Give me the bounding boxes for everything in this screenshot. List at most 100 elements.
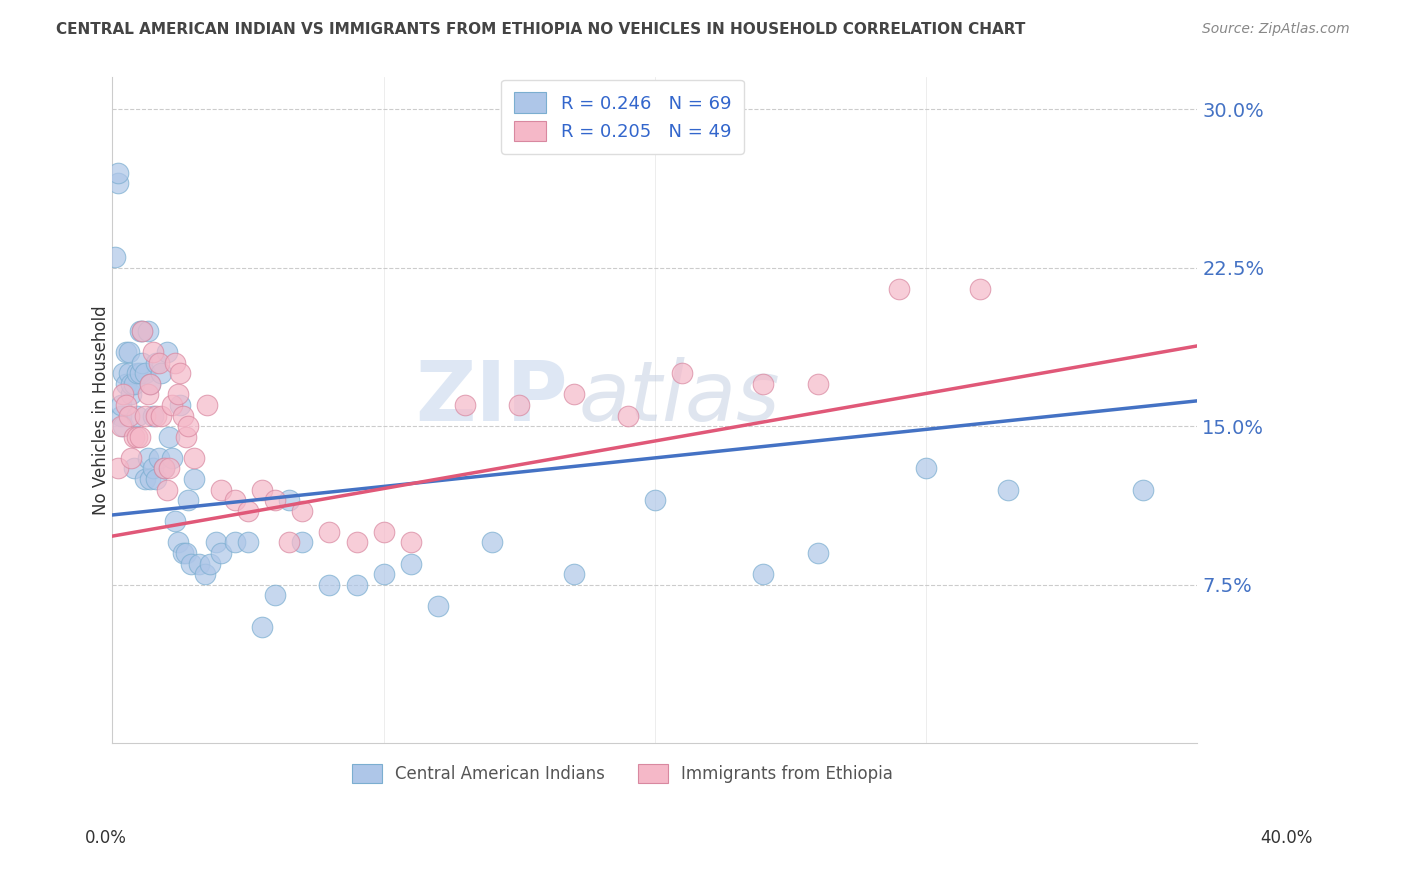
Point [156,345,179,359]
Point [110,409,132,423]
Text: CENTRAL AMERICAN INDIAN VS IMMIGRANTS FROM ETHIOPIA NO VEHICLES IN HOUSEHOLD COR: CENTRAL AMERICAN INDIAN VS IMMIGRANTS FR… [56,22,1025,37]
Point [128,324,150,338]
Point [131,324,153,338]
Point [134,472,156,486]
Point [481,535,503,549]
Point [107,461,129,475]
Point [136,387,159,401]
Point [139,376,162,391]
Point [118,367,141,381]
Point [264,493,287,508]
Point [997,483,1019,497]
Point [136,450,159,465]
Point [157,430,180,444]
Point [157,461,180,475]
Point [346,578,368,592]
Point [562,387,585,401]
Point [142,409,165,423]
Point [118,345,141,359]
Point [122,376,145,391]
Point [120,450,142,465]
Point [128,430,150,444]
Point [166,535,188,549]
Point [617,409,640,423]
Point [139,376,162,391]
Text: 0.0%: 0.0% [84,829,127,847]
Legend: Central American Indians, Immigrants from Ethiopia: Central American Indians, Immigrants fro… [340,752,905,795]
Point [125,430,148,444]
Point [160,450,183,465]
Point [163,514,186,528]
Point [399,535,422,549]
Point [136,324,159,338]
Point [153,461,176,475]
Point [118,409,141,423]
Point [120,376,142,391]
Point [112,387,135,401]
Point [142,345,165,359]
Point [134,367,156,381]
Point [807,376,830,391]
Point [112,367,135,381]
Point [277,493,299,508]
Point [644,493,666,508]
Point [236,504,259,518]
Point [177,419,200,434]
Point [122,461,145,475]
Point [194,567,217,582]
Text: 40.0%: 40.0% [1260,829,1313,847]
Point [188,557,211,571]
Point [125,409,148,423]
Text: ZIP: ZIP [416,357,568,437]
Point [183,472,205,486]
Point [250,620,273,634]
Point [104,250,127,264]
Point [204,535,226,549]
Point [198,557,221,571]
Point [174,546,197,560]
Point [148,356,170,370]
Point [277,535,299,549]
Point [125,367,148,381]
Point [145,356,167,370]
Point [318,524,340,539]
Point [250,483,273,497]
Point [752,376,775,391]
Point [209,546,232,560]
Point [156,483,179,497]
Point [166,387,188,401]
Point [120,387,142,401]
Point [115,398,138,412]
Point [145,472,167,486]
Point [160,398,183,412]
Point [915,461,938,475]
Point [110,398,132,412]
Point [169,398,191,412]
Point [346,535,368,549]
Point [224,535,246,549]
Point [139,472,162,486]
Y-axis label: No Vehicles in Household: No Vehicles in Household [93,306,110,516]
Point [169,367,191,381]
Point [150,409,173,423]
Point [134,409,156,423]
Point [172,409,194,423]
Point [399,557,422,571]
Point [115,345,138,359]
Point [318,578,340,592]
Point [969,282,991,296]
Point [180,557,202,571]
Point [224,493,246,508]
Point [128,367,150,381]
Point [107,165,129,179]
Point [163,356,186,370]
Point [1132,483,1154,497]
Point [142,461,165,475]
Point [195,398,218,412]
Point [148,450,170,465]
Point [291,504,314,518]
Point [426,599,449,613]
Point [807,546,830,560]
Point [236,535,259,549]
Point [291,535,314,549]
